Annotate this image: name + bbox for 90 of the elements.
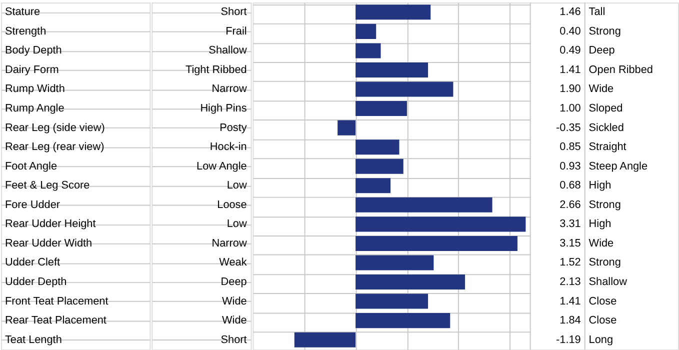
y-tick-label: Rear Udder Height xyxy=(4,218,96,230)
bar xyxy=(356,255,434,270)
text: Tall xyxy=(588,6,606,18)
text: Open Ribbed xyxy=(588,64,653,76)
text: Low xyxy=(226,180,247,192)
bar xyxy=(294,332,356,348)
data-label: 0.93 xyxy=(560,160,581,172)
y-tick-label: Fore Udder xyxy=(4,198,60,211)
text: Hock-in xyxy=(210,141,247,154)
data-label: 1.41 xyxy=(560,295,581,308)
bar xyxy=(356,216,526,232)
text: Tight Ribbed xyxy=(185,64,247,76)
y-tick-label: Rear Teat Placement xyxy=(4,314,106,327)
data-label: 0.49 xyxy=(560,44,581,57)
y-tick-label: Rear Leg (side view) xyxy=(4,122,105,134)
y-tick-label: Rump Width xyxy=(4,83,65,96)
bar xyxy=(356,158,404,174)
text: Strong xyxy=(588,256,621,269)
text: Low xyxy=(226,218,247,230)
bar xyxy=(356,43,381,58)
bar xyxy=(356,236,518,251)
bar xyxy=(356,24,376,39)
y-tick-label: Strength xyxy=(4,25,46,38)
text: Sloped xyxy=(588,102,623,115)
data-label: 0.40 xyxy=(560,25,581,38)
text: Strong xyxy=(588,25,621,38)
y-tick-label: Front Teat Placement xyxy=(4,295,108,308)
bar xyxy=(356,82,454,97)
data-label: 3.15 xyxy=(560,237,581,250)
text: Steep Angle xyxy=(588,160,648,172)
bar xyxy=(356,294,428,309)
bar xyxy=(356,140,400,155)
y-tick-label: Stature xyxy=(4,6,40,18)
text: Frail xyxy=(226,25,247,38)
text: Narrow xyxy=(212,237,247,250)
text: Wide xyxy=(222,314,247,327)
text: High xyxy=(588,218,612,230)
y-tick-label: Udder Cleft xyxy=(4,256,60,269)
text: Narrow xyxy=(212,83,247,96)
y-tick-label: Teat Length xyxy=(4,334,62,346)
text: Shallow xyxy=(588,276,628,288)
text: Wide xyxy=(222,295,247,308)
data-label: 0.68 xyxy=(560,180,581,192)
bar xyxy=(356,62,428,78)
text: Sickled xyxy=(588,122,624,134)
y-tick-label: Foot Angle xyxy=(4,160,58,172)
y-tick-label: Rear Leg (rear view) xyxy=(4,141,104,154)
text: High Pins xyxy=(200,102,248,115)
text: Close xyxy=(588,314,617,327)
y-tick-label: Rear Udder Width xyxy=(4,237,92,250)
data-label: 1.52 xyxy=(560,256,581,269)
bar xyxy=(356,313,450,328)
y-tick-label: Rump Angle xyxy=(4,102,64,115)
bar xyxy=(356,178,391,194)
data-label: 1.46 xyxy=(560,6,581,18)
text: Posty xyxy=(220,122,248,134)
text: Loose xyxy=(217,198,247,211)
data-label: 1.90 xyxy=(560,83,581,96)
data-label: -0.35 xyxy=(556,122,581,134)
data-label: 0.85 xyxy=(560,141,581,154)
text: Close xyxy=(588,295,617,308)
bar xyxy=(356,197,492,212)
data-label: 1.00 xyxy=(560,102,581,115)
bar xyxy=(356,101,407,116)
y-tick-label: Dairy Form xyxy=(4,64,59,76)
bar xyxy=(338,120,356,136)
text: Short xyxy=(220,334,247,346)
bar xyxy=(356,4,431,20)
text: Deep xyxy=(220,276,247,288)
data-label: 3.31 xyxy=(560,218,581,230)
text: Deep xyxy=(588,44,615,57)
text: Straight xyxy=(588,141,626,154)
data-label: 2.66 xyxy=(560,198,581,211)
text: Long xyxy=(588,334,614,346)
text: Shallow xyxy=(208,44,247,57)
data-label: 2.13 xyxy=(560,276,581,288)
text: Wide xyxy=(588,237,614,250)
text: Short xyxy=(220,6,247,18)
data-label: 1.84 xyxy=(560,314,581,327)
y-tick-label: Feet & Leg Score xyxy=(4,180,90,192)
data-label: -1.19 xyxy=(556,334,581,346)
y-tick-label: Body Depth xyxy=(4,44,62,57)
text: Strong xyxy=(588,198,621,211)
text: Low Angle xyxy=(196,160,247,172)
text: Wide xyxy=(588,83,614,96)
y-tick-label: Udder Depth xyxy=(4,276,67,288)
text: High xyxy=(588,180,612,192)
bar xyxy=(356,274,466,290)
text: Weak xyxy=(219,256,248,269)
data-label: 1.41 xyxy=(560,64,581,76)
